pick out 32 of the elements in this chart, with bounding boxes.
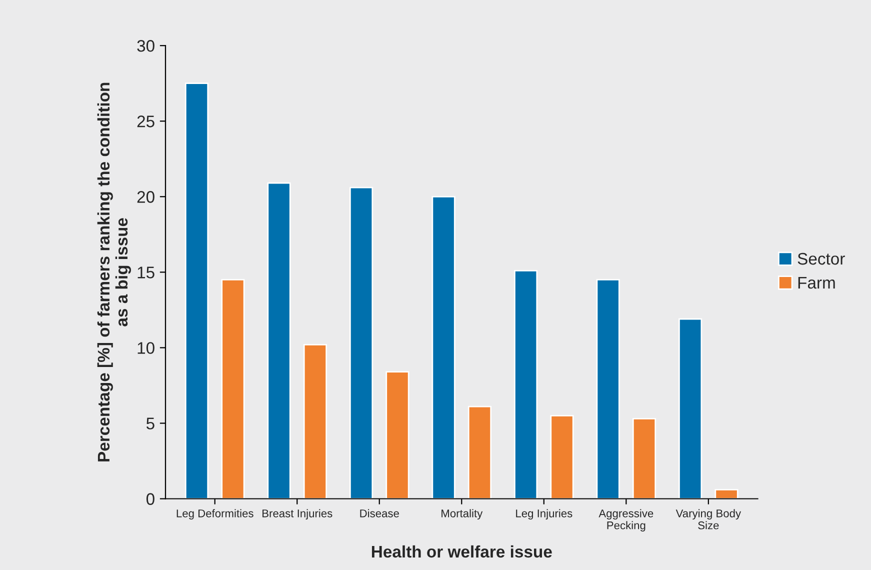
x-tick-label: Varying Body Size	[676, 509, 742, 530]
bar	[550, 414, 574, 499]
y-tick-label: 5	[146, 418, 154, 430]
bar	[432, 196, 456, 499]
y-tick-label: 0	[146, 493, 154, 505]
legend-label: Sector	[798, 252, 845, 265]
bar	[221, 279, 245, 499]
x-tick-label: Disease	[360, 509, 399, 518]
bar	[468, 406, 492, 499]
y-tick-label: 30	[137, 40, 154, 52]
bar	[596, 279, 620, 499]
y-tick-label: 20	[137, 191, 154, 203]
x-tick-label: Leg Injuries	[516, 509, 572, 520]
y-tick-label: 10	[138, 342, 154, 354]
x-tick-label: Mortality	[442, 509, 483, 520]
x-tick-label: Leg Deformities	[176, 509, 254, 520]
bar	[386, 371, 410, 499]
bar	[714, 488, 738, 499]
x-tick-label: Breast Injuries	[262, 509, 332, 520]
y-tick-label: 25	[137, 116, 154, 128]
bar	[349, 186, 374, 499]
y-axis-title: Percentage [%] of farmers ranking the condition as a big issue	[97, 82, 131, 462]
y-tick-label: 15	[138, 266, 154, 278]
x-axis-title: Health or welfare issue	[372, 545, 552, 558]
bar	[678, 318, 702, 499]
legend-label: Farm	[798, 277, 835, 289]
bar	[303, 344, 328, 499]
bar	[184, 82, 209, 499]
bar	[267, 182, 291, 499]
bar	[514, 270, 538, 499]
bar	[632, 418, 656, 499]
x-tick-label: Aggressive Pecking	[598, 509, 654, 532]
